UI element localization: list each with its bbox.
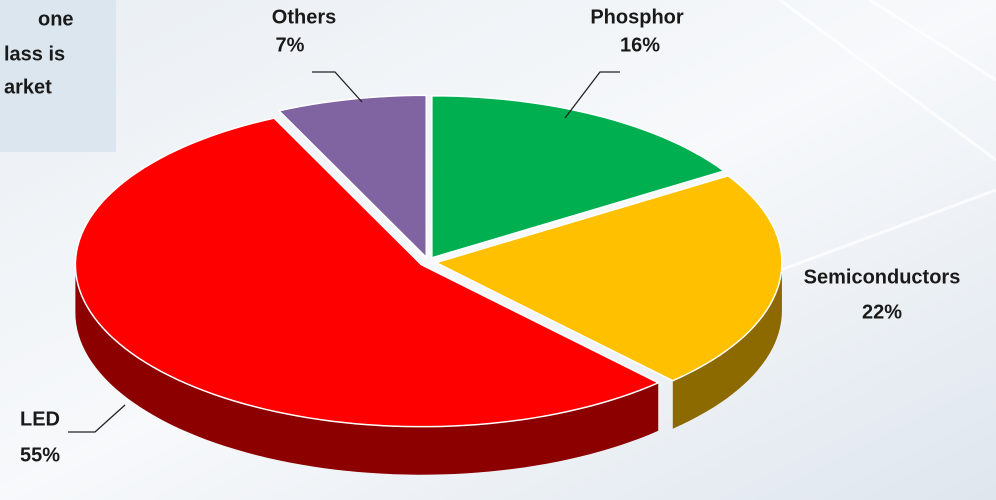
leader-line <box>564 71 620 119</box>
leader-line <box>312 71 363 103</box>
note-text: lass is <box>4 43 65 65</box>
slice-value-label: 55% <box>20 444 60 466</box>
slice-label: Phosphor <box>590 6 684 28</box>
slice <box>277 94 428 260</box>
slice <box>431 95 726 259</box>
note-text: arket <box>4 76 52 98</box>
note-box <box>0 0 116 152</box>
slice-label: Others <box>272 6 336 28</box>
slice-value-label: 16% <box>620 34 660 56</box>
slice-label: Semiconductors <box>804 266 961 288</box>
slice-side <box>672 262 782 429</box>
leader-line <box>68 404 126 433</box>
slice-value-label: 22% <box>862 301 902 323</box>
slice-value-label: 7% <box>276 34 305 56</box>
slice <box>433 174 783 382</box>
slice <box>74 117 661 428</box>
slice-side <box>75 264 659 475</box>
note-text: one <box>38 8 74 30</box>
pie <box>74 94 783 475</box>
slice-label: LED <box>20 408 60 430</box>
